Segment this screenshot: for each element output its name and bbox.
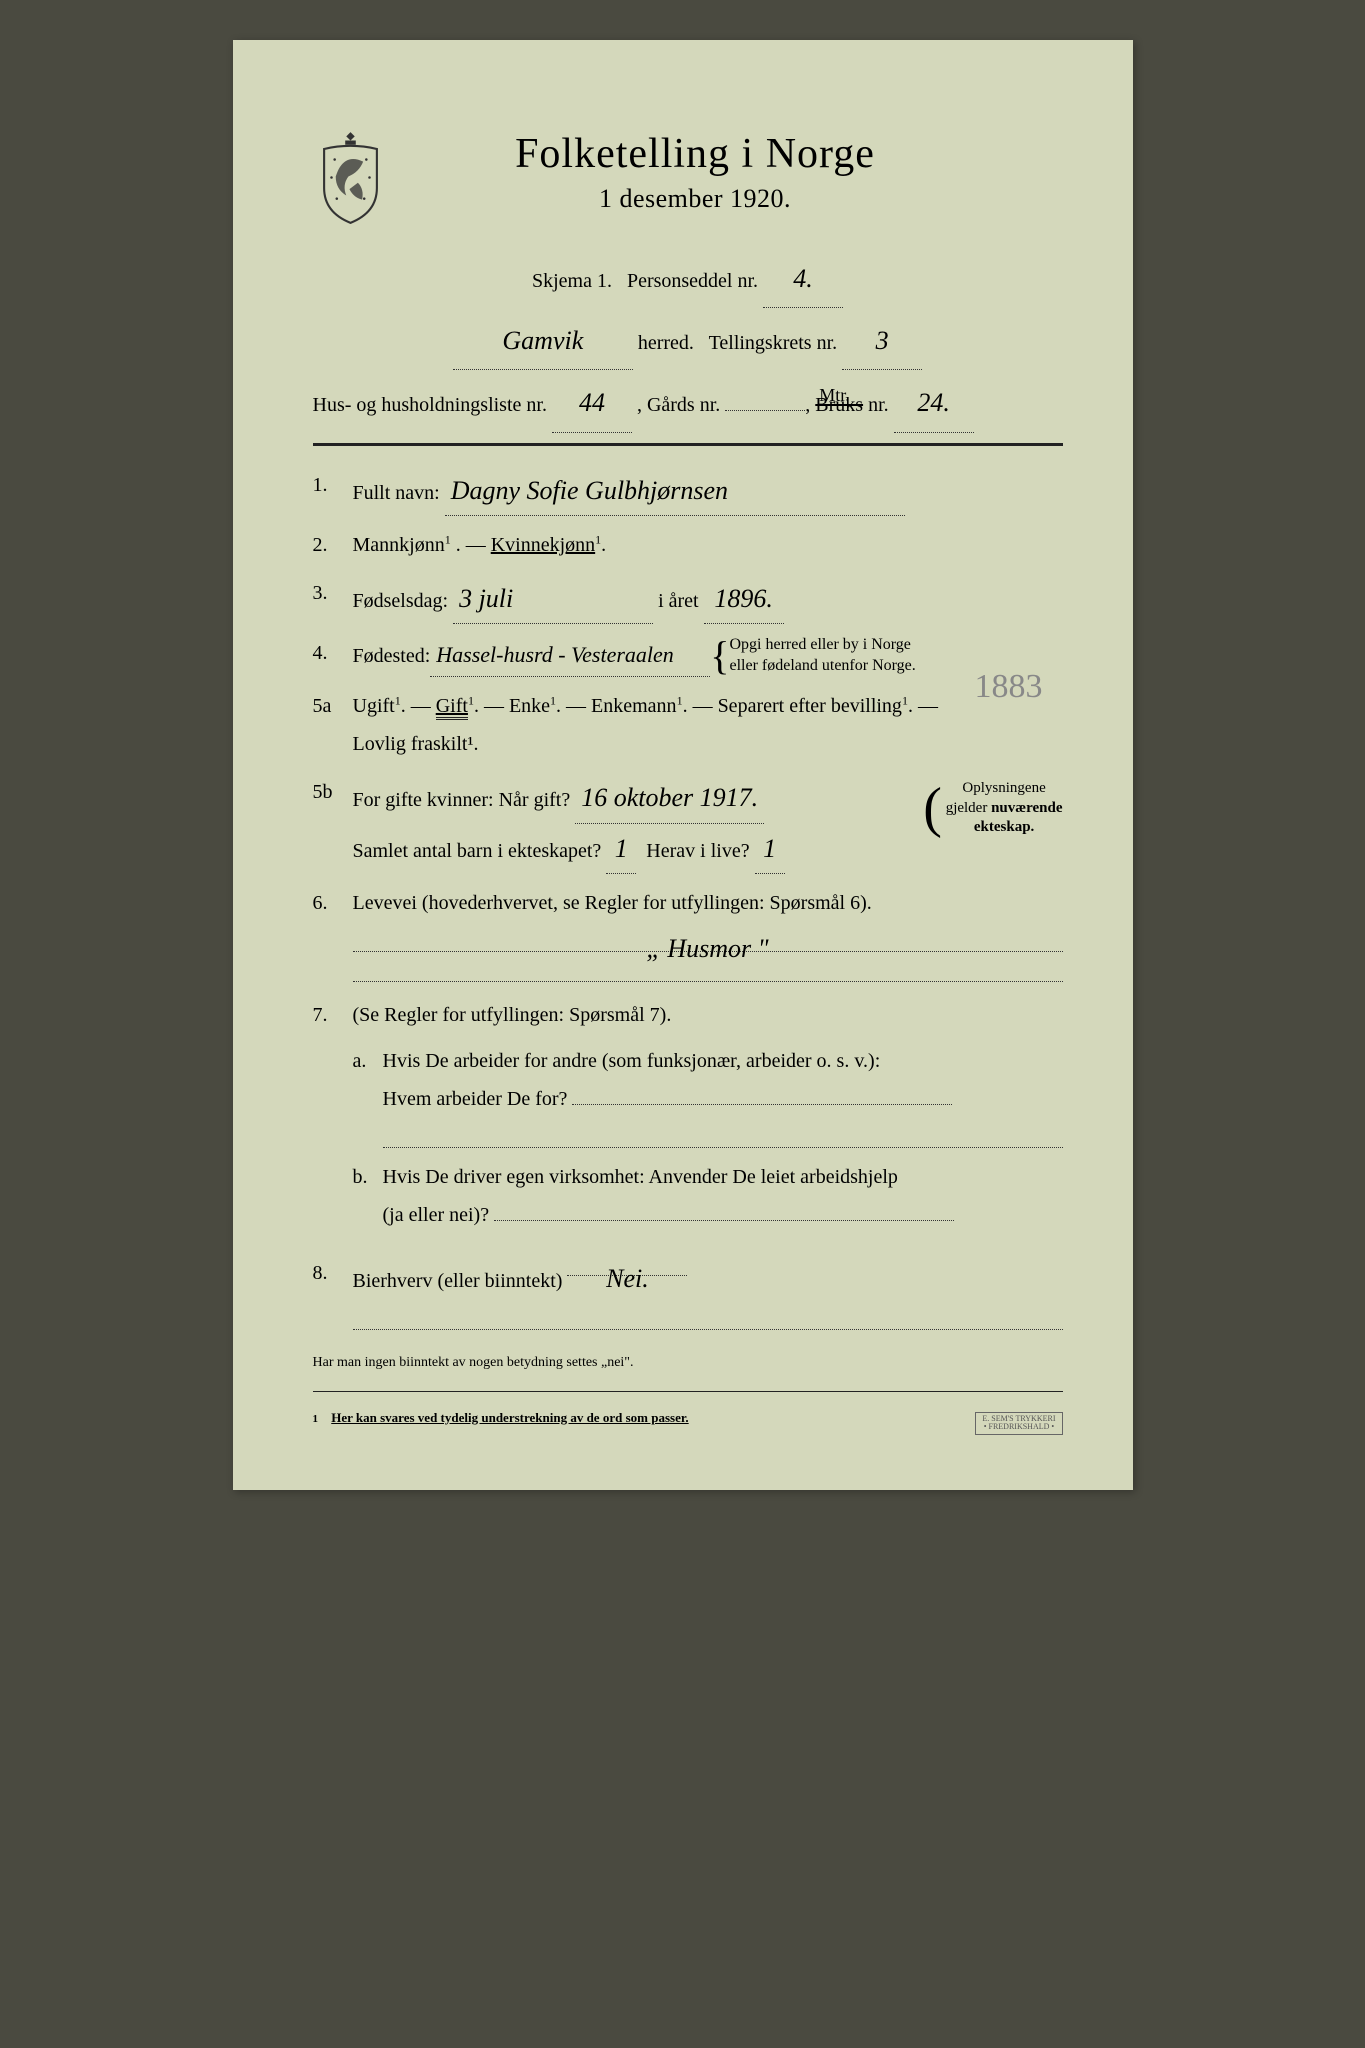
q7-label: (Se Regler for utfyllingen: Spørsmål 7). (353, 1004, 672, 1026)
q4-label: Fødested: (353, 637, 431, 675)
q5b-children-total: 1 (606, 824, 636, 874)
bruks-override: Mtr. (819, 376, 850, 416)
gards-nr (725, 410, 805, 411)
q6-num: 6. (313, 884, 353, 982)
q5b-married-date: 16 oktober 1917. (575, 773, 764, 823)
pencil-year: 1883 (975, 655, 1043, 720)
brace-icon: ( (923, 792, 942, 826)
herred-label: herred. (638, 332, 694, 354)
q2-dash: . — (456, 534, 491, 556)
q5a-opts: Ugift1. — Gift1. — Enke1. — Enkemann1. —… (353, 695, 938, 717)
herred-value: Gamvik (453, 312, 633, 370)
q4-place: Hassel-husrd - Vesteraalen (430, 634, 710, 677)
q6-label: Levevei (hovederhvervet, se Regler for u… (353, 892, 872, 914)
footnote2-num: 1 (313, 1413, 319, 1425)
q5b-note1: Oplysningene (962, 780, 1045, 796)
printer-stamp: E. SEM'S TRYKKERI• FREDRIKSHALD • (975, 1412, 1062, 1436)
skjema-label: Skjema 1. (532, 270, 612, 292)
tellingskrets-label: Tellingskrets nr. (709, 332, 838, 354)
q8-label: Bierhverv (eller biinntekt) (353, 1270, 563, 1292)
q7a-text: Hvis De arbeider for andre (som funksjon… (383, 1050, 881, 1072)
q7a-q: Hvem arbeider De for? (383, 1088, 568, 1110)
q5b-children-living: 1 (755, 824, 785, 874)
divider (313, 443, 1063, 446)
q5a-opts2: Lovlig fraskilt¹. (353, 725, 1063, 763)
q3-label: Fødselsdag: (353, 590, 449, 612)
coat-of-arms-icon (313, 130, 388, 225)
brace-icon: { (710, 644, 729, 668)
q4-note1: Opgi herred eller by i Norge (729, 636, 910, 653)
q3-num: 3. (313, 574, 353, 624)
q8-num: 8. (313, 1254, 353, 1330)
q2-male: Mannkjønn (353, 534, 445, 556)
divider (313, 1391, 1063, 1392)
subtitle-date: 1 desember 1920. (408, 184, 983, 214)
q1-num: 1. (313, 466, 353, 516)
q6-occupation: „ Husmor " (646, 934, 768, 963)
q1-fullname: Dagny Sofie Gulbhjørnsen (445, 466, 905, 516)
q7b-q: (ja eller nei)? (383, 1204, 490, 1226)
q5b-note3: ekteskap. (974, 819, 1034, 835)
q5b-num: 5b (313, 773, 353, 874)
main-title: Folketelling i Norge (408, 130, 983, 178)
q2-female: Kvinnekjønn (491, 534, 595, 556)
husliste-nr: 44 (552, 374, 632, 432)
q3-mid: i året (658, 590, 704, 612)
q7a-num: a. (353, 1042, 383, 1148)
q4-note2: eller fødeland utenfor Norge. (729, 657, 915, 674)
q3-year: 1896. (704, 574, 784, 624)
footnote-nei: Har man ingen biinntekt av nogen betydni… (313, 1350, 1063, 1377)
q5b-label1: For gifte kvinner: Når gift? (353, 789, 571, 811)
q7b-text: Hvis De driver egen virksomhet: Anvender… (383, 1166, 898, 1188)
q8-value: Nei. (606, 1264, 649, 1293)
q1-label: Fullt navn: (353, 482, 440, 504)
gards-label: , Gårds nr. (637, 394, 720, 416)
q7-num: 7. (313, 996, 353, 1244)
q2-num: 2. (313, 526, 353, 564)
footnote2-text: Her kan svares ved tydelig understreknin… (331, 1410, 688, 1425)
bruks-nr: 24. (894, 374, 974, 432)
personseddel-label: Personseddel nr. (627, 270, 758, 292)
q5b-label3: Herav i live? (646, 840, 749, 862)
q4-num: 4. (313, 634, 353, 677)
q5a-num: 5a (313, 687, 353, 763)
q3-day: 3 juli (453, 574, 653, 624)
personseddel-nr: 4. (763, 250, 843, 308)
husliste-label: Hus- og husholdningsliste nr. (313, 394, 547, 416)
bruks-label: nr. (868, 394, 889, 416)
q5b-label2: Samlet antal barn i ekteskapet? (353, 840, 602, 862)
tellingskrets-nr: 3 (842, 312, 922, 370)
q7b-num: b. (353, 1158, 383, 1234)
q5b-note2: gjelder nuværende (946, 800, 1063, 816)
